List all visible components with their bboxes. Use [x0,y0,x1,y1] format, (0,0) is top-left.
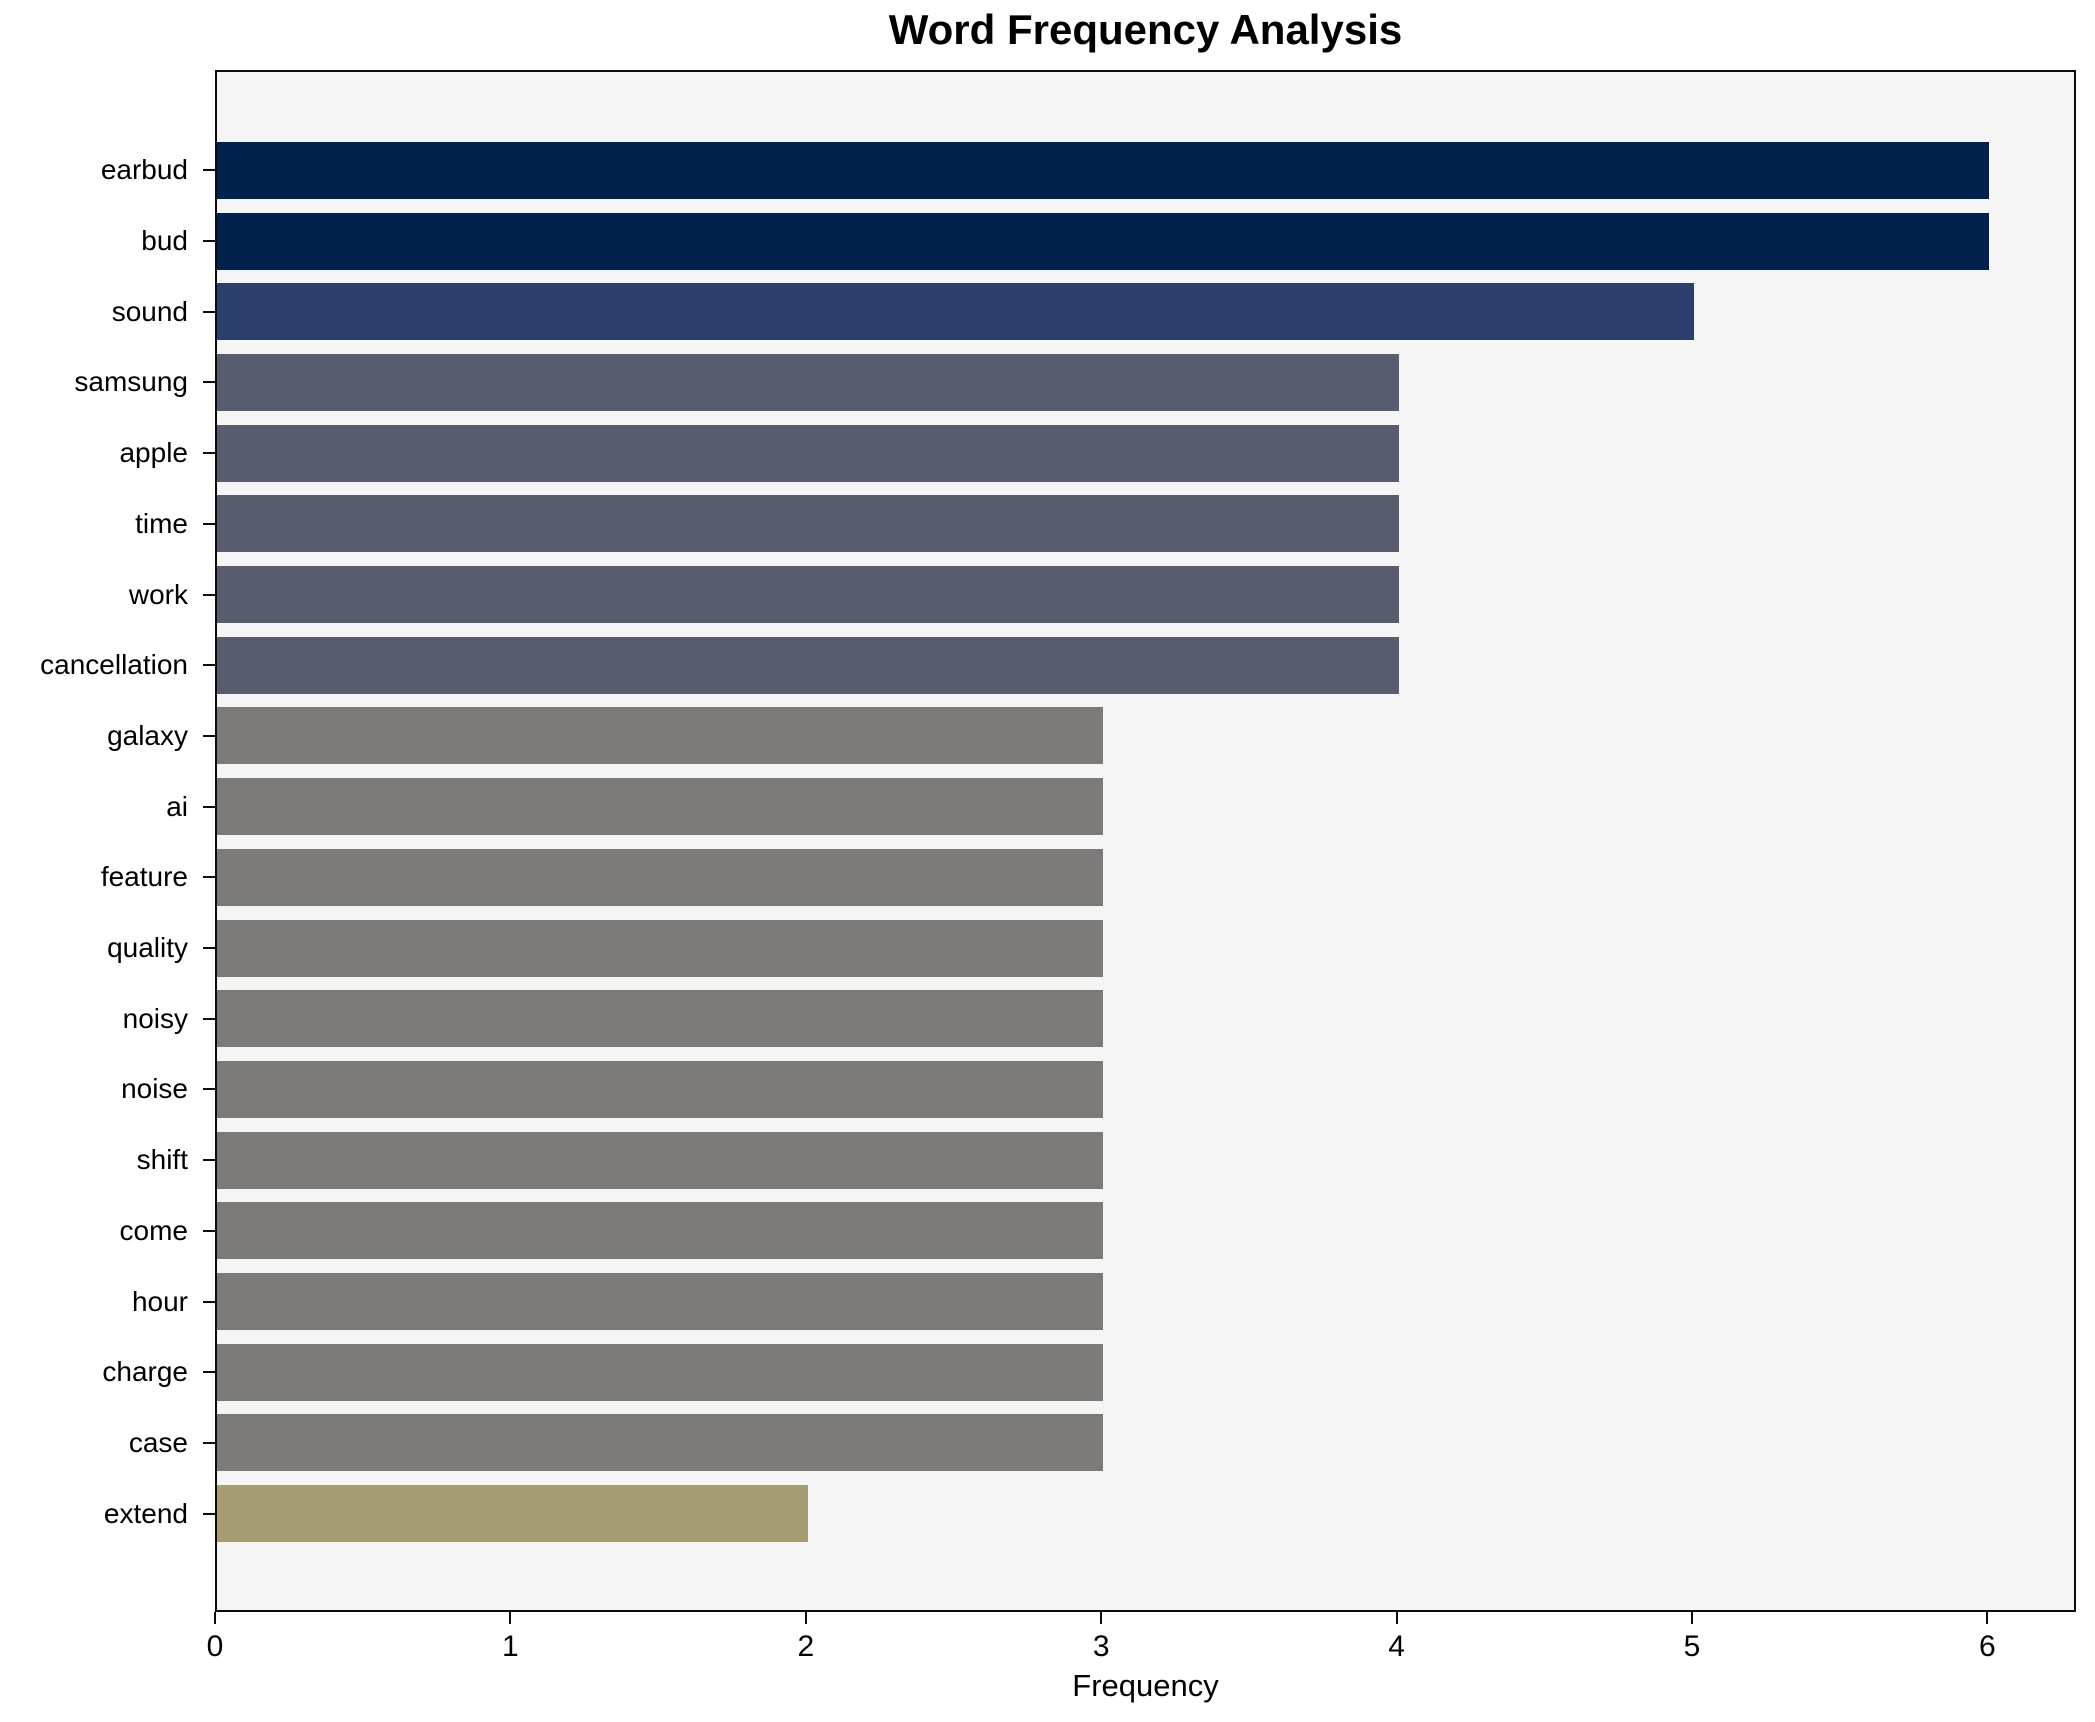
y-axis: earbud bud sound samsung apple time work cancel… [0,70,215,1612]
y-tick [203,310,215,313]
bar-samsung [217,353,1399,411]
bar-charge [217,1343,1104,1401]
bar-noise [217,1060,1104,1118]
bar-work [217,566,1399,624]
y-tick [203,1229,215,1232]
x-tick [1690,1612,1693,1624]
x-tick-label-3: 3 [1092,1630,1110,1663]
y-tick [203,947,215,950]
bar-extend [217,1485,808,1543]
y-axis-label-shift: shift [136,1144,188,1176]
y-axis-label-ai: ai [166,790,188,822]
y-axis-label-charge: charge [102,1356,188,1388]
x-tick [214,1612,216,1624]
x-tick-label-1: 1 [502,1630,519,1663]
bar-feature [217,848,1104,906]
y-axis-label-feature: feature [100,861,188,893]
bar-ai [217,778,1104,836]
x-tick [1100,1612,1103,1624]
y-tick [203,734,215,737]
y-axis-label-work: work [128,578,188,610]
y-axis-label-sound: sound [111,295,188,327]
y-tick [203,876,215,879]
y-axis-label-samsung: samsung [74,366,188,398]
bar-quality [217,919,1104,977]
bar-galaxy [217,707,1104,765]
y-tick [203,664,215,667]
y-axis-label-come: come [119,1214,188,1246]
x-tick-label-5: 5 [1683,1630,1701,1663]
x-tick-label-4: 4 [1388,1630,1405,1663]
y-axis-label-noise: noise [121,1073,188,1105]
x-tick-label-0: 0 [206,1630,224,1663]
bar-cancellation [217,636,1399,694]
y-tick [203,169,215,172]
bar-hour [217,1273,1104,1331]
y-tick [203,240,215,243]
x-tick-label-6: 6 [1979,1630,1996,1663]
y-tick [203,593,215,596]
y-axis-label-earbud: earbud [100,154,188,186]
y-axis-label-bud: bud [141,225,188,257]
y-tick [203,1088,215,1091]
x-tick-label-2: 2 [797,1630,815,1663]
bar-time [217,495,1399,553]
chart-title: Word Frequency Analysis [888,6,1403,53]
y-axis-label-cancellation: cancellation [40,649,188,681]
y-tick [203,381,215,384]
bar-earbud [217,141,1990,199]
y-tick [203,1441,215,1444]
x-axis: 0 1 2 3 4 5 6 [207,1612,2076,1722]
x-tick [804,1612,807,1624]
y-tick [203,1159,215,1162]
x-tick [1395,1612,1398,1624]
x-tick [1986,1612,1989,1624]
bar-case [217,1414,1104,1472]
y-tick [203,805,215,808]
bar-shift [217,1131,1104,1189]
bar-bud [217,212,1990,270]
y-tick [203,1300,215,1303]
y-axis-label-extend: extend [103,1497,188,1529]
bar-noisy [217,990,1104,1048]
y-axis-label-quality: quality [107,932,188,964]
y-tick [203,1017,215,1020]
y-tick [203,1371,215,1374]
plot-area [215,70,2076,1612]
y-tick [203,522,215,525]
y-axis-label-time: time [135,507,188,539]
x-axis-label: Frequency [1072,1668,1219,1703]
bar-come [217,1202,1104,1260]
y-axis-label-case: case [128,1426,188,1458]
bar-apple [217,424,1399,482]
y-tick [203,452,215,455]
x-tick [509,1612,512,1624]
y-axis-label-noisy: noisy [122,1002,188,1034]
y-axis-label-galaxy: galaxy [107,719,188,751]
y-tick [203,1512,215,1515]
y-axis-label-hour: hour [131,1285,188,1317]
bar-sound [217,283,1694,341]
y-axis-label-apple: apple [119,437,188,469]
